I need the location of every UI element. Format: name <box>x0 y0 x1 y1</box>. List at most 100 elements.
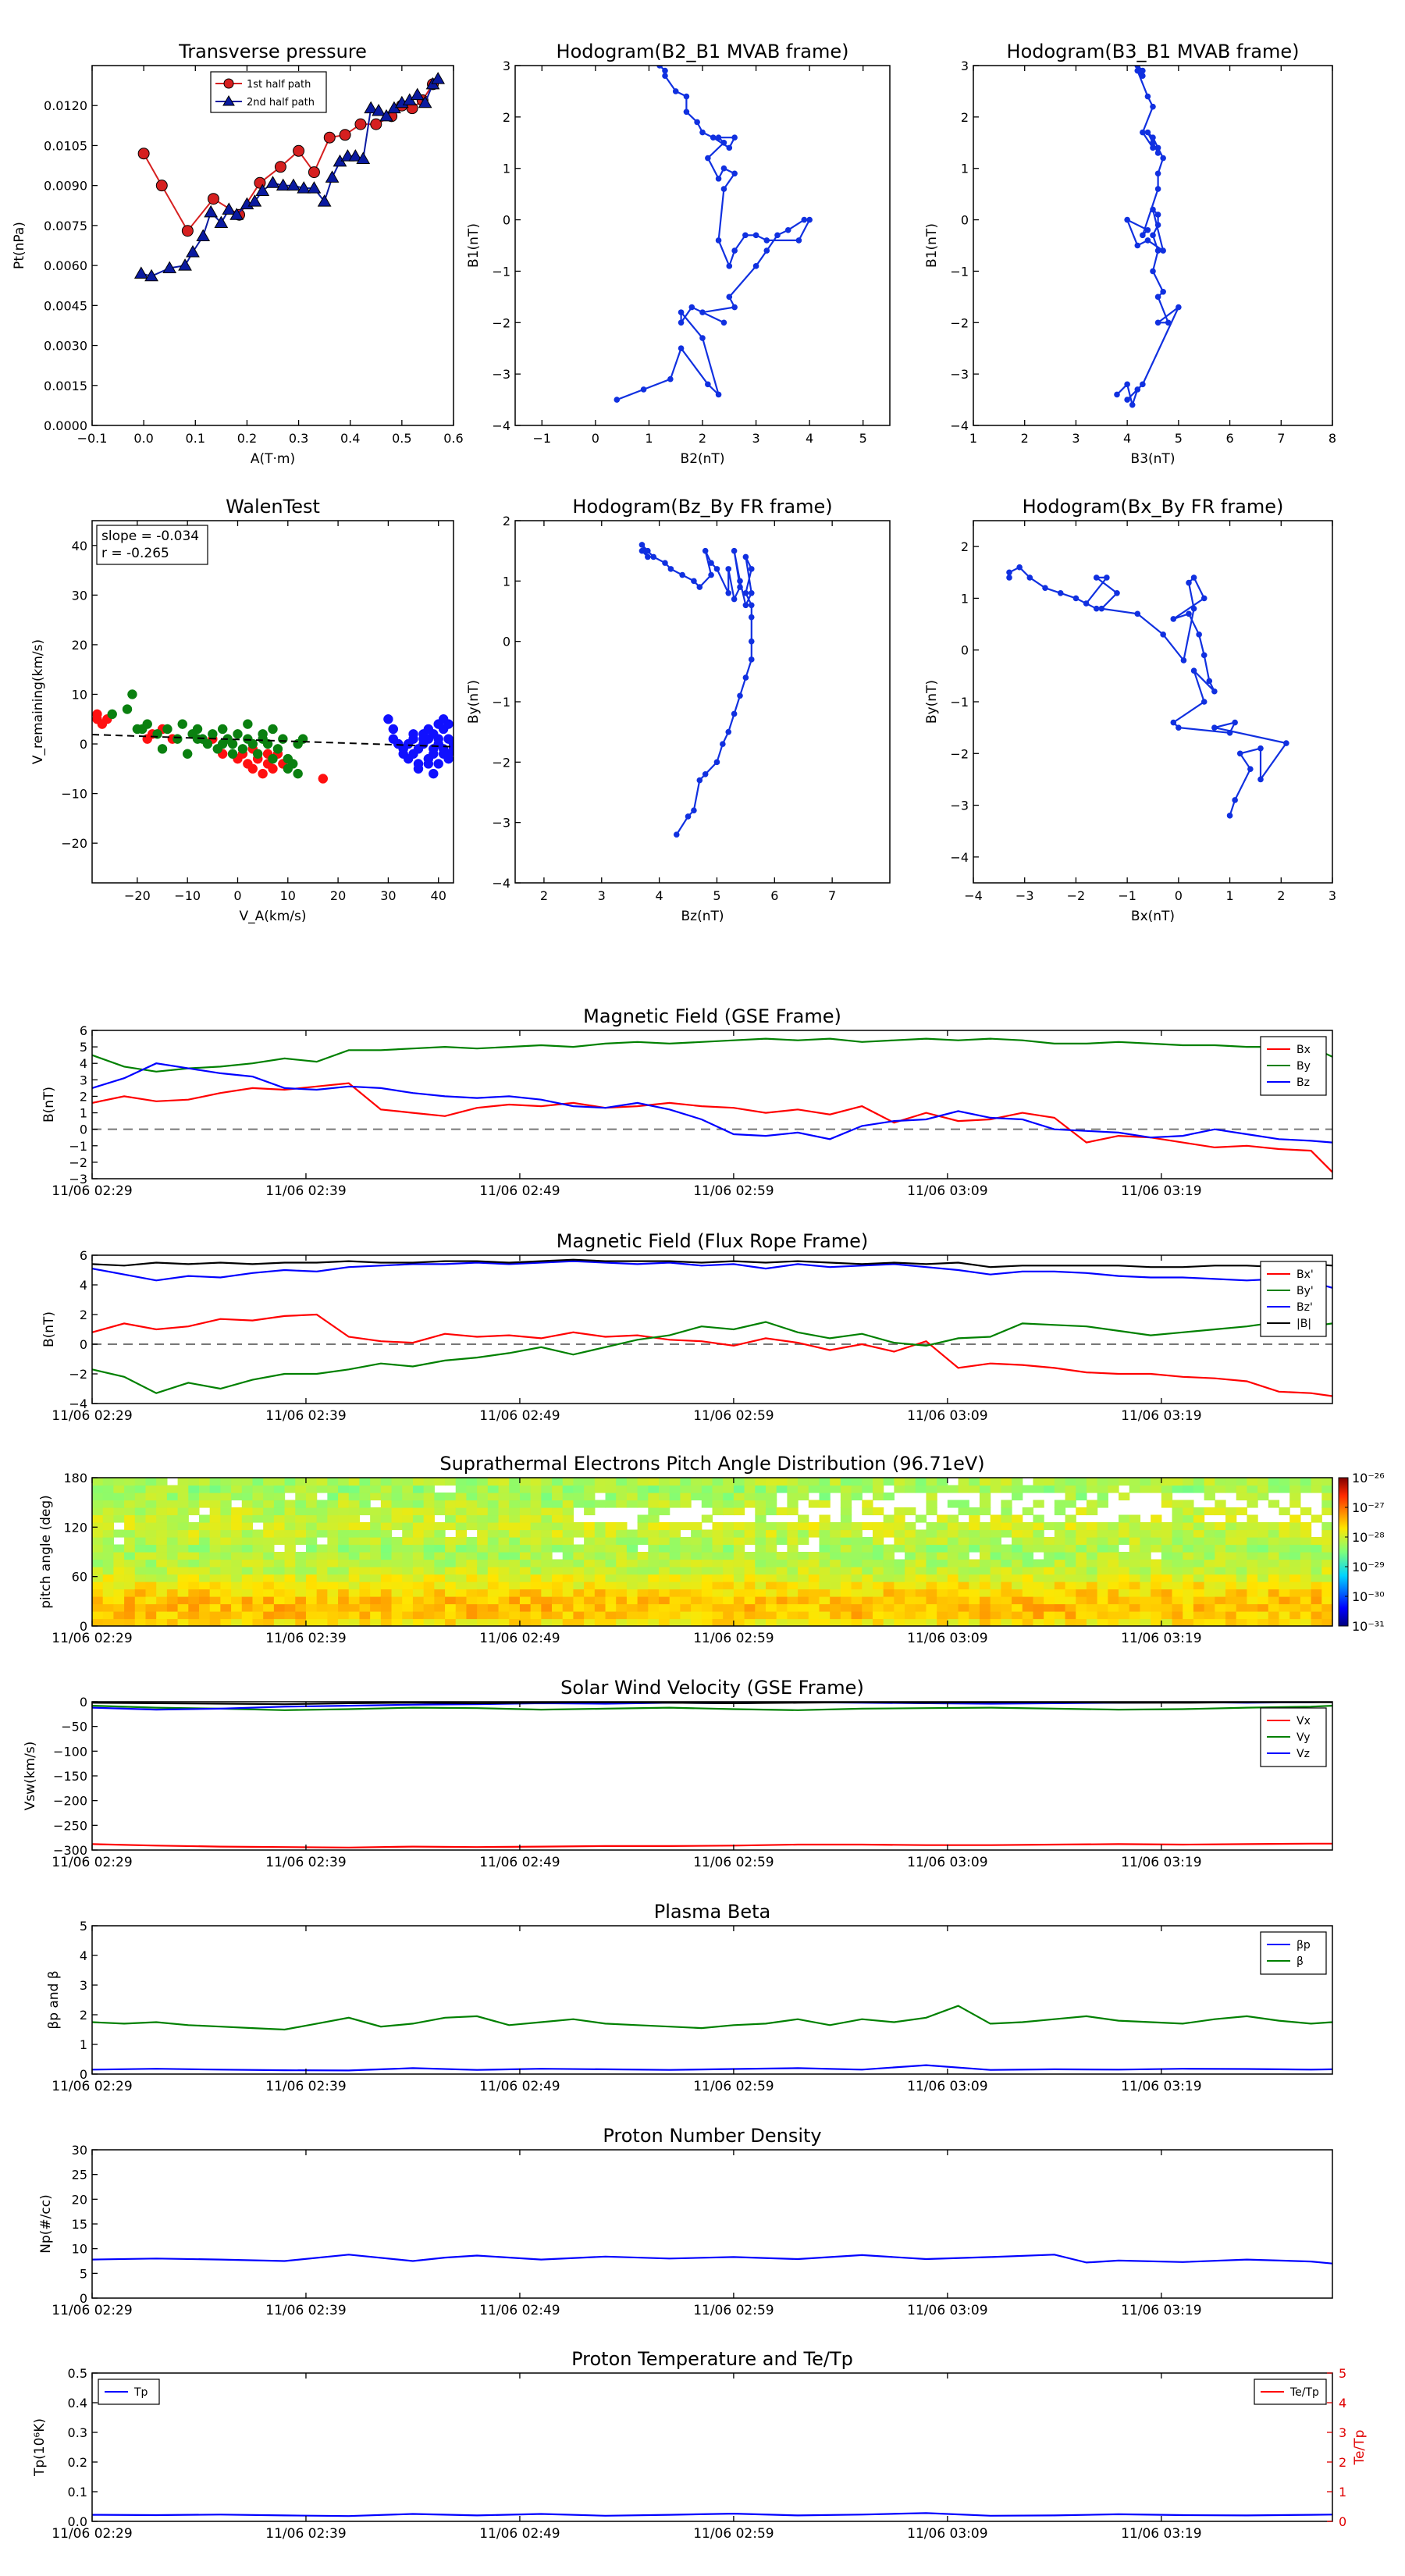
heatmap-cell <box>487 1544 500 1553</box>
heatmap-cell <box>723 1596 735 1605</box>
heatmap-cell <box>648 1537 660 1546</box>
heatmap-cell <box>498 1507 510 1516</box>
heatmap-cell <box>819 1582 831 1590</box>
heatmap-cell <box>1044 1537 1055 1546</box>
heatmap-cell <box>552 1500 564 1508</box>
heatmap-cell <box>1183 1559 1194 1567</box>
heatmap-cell <box>1172 1552 1183 1560</box>
heatmap-cell <box>338 1574 350 1582</box>
heatmap-cell <box>915 1552 927 1560</box>
heatmap-cell <box>188 1537 200 1546</box>
data-point-hodogram <box>1236 750 1243 757</box>
heatmap-cell <box>1012 1603 1023 1612</box>
heatmap-cell <box>605 1537 617 1546</box>
heatmap-cell <box>755 1485 767 1493</box>
legend-marker <box>223 78 234 89</box>
heatmap-cell <box>979 1574 991 1582</box>
heatmap-cell <box>391 1485 403 1493</box>
heatmap-cell <box>744 1552 756 1560</box>
heatmap-cell <box>1054 1500 1066 1508</box>
data-point-hodogram <box>713 759 720 766</box>
heatmap-cell <box>798 1618 809 1626</box>
heatmap-cell <box>669 1478 681 1486</box>
x-tick-label: 2 <box>699 431 706 446</box>
heatmap-cell <box>1225 1603 1237 1612</box>
heatmap-cell <box>487 1522 500 1531</box>
heatmap-cell <box>434 1567 446 1575</box>
y-tick-label: 3 <box>80 1073 87 1087</box>
heatmap-cell <box>969 1478 980 1486</box>
heatmap-cell <box>380 1529 393 1538</box>
heatmap-cell <box>209 1507 221 1516</box>
heatmap-cell <box>156 1537 168 1546</box>
heatmap-cell <box>840 1618 852 1626</box>
heatmap-cell <box>1257 1596 1269 1605</box>
heatmap-cell <box>798 1582 809 1590</box>
heatmap-cell <box>915 1603 927 1612</box>
heatmap-cell <box>466 1522 478 1531</box>
heatmap-cell <box>370 1618 382 1626</box>
data-point-green <box>132 724 143 735</box>
data-point-hodogram <box>1140 67 1146 74</box>
heatmap-cell <box>765 1589 777 1597</box>
data-point-hodogram <box>678 309 685 315</box>
heatmap-cell <box>1279 1589 1290 1597</box>
heatmap-cell <box>231 1559 243 1567</box>
heatmap-cell <box>701 1493 713 1501</box>
heatmap-cell <box>765 1567 777 1575</box>
heatmap-cell <box>1268 1485 1280 1493</box>
heatmap-cell <box>562 1559 574 1567</box>
heatmap-cell <box>541 1529 553 1538</box>
data-point-hodogram <box>683 109 690 116</box>
heatmap-cell <box>840 1544 852 1553</box>
data-point-hodogram <box>715 134 722 141</box>
heatmap-cell <box>177 1493 189 1501</box>
heatmap-cell <box>455 1514 468 1523</box>
heatmap-cell <box>156 1478 168 1486</box>
heatmap-cell <box>1044 1582 1055 1590</box>
y-axis-label: Np(#/cc) <box>38 2194 54 2253</box>
heatmap-cell <box>252 1603 264 1612</box>
heatmap-cell <box>1054 1574 1066 1582</box>
heatmap-cell <box>733 1552 745 1560</box>
data-point-green <box>173 734 183 744</box>
heatmap-cell <box>145 1514 157 1523</box>
heatmap-cell <box>477 1589 489 1597</box>
heatmap-cell <box>616 1582 628 1590</box>
x-tick-label: −1 <box>1118 888 1136 903</box>
heatmap-cell <box>1204 1485 1215 1493</box>
heatmap-cell <box>455 1493 468 1501</box>
heatmap-cell <box>776 1522 788 1531</box>
data-point-hodogram <box>748 614 755 621</box>
heatmap-cell <box>198 1574 211 1582</box>
heatmap-cell <box>659 1567 670 1575</box>
heatmap-cell <box>894 1596 905 1605</box>
y-tick-label: 0 <box>80 1695 87 1710</box>
heatmap-cell <box>1097 1567 1108 1575</box>
heatmap-cell <box>305 1485 318 1493</box>
heatmap-cell <box>113 1552 125 1560</box>
heatmap-cell <box>872 1596 884 1605</box>
heatmap-cell <box>605 1485 617 1493</box>
heatmap-cell <box>744 1567 756 1575</box>
heatmap-cell <box>530 1537 542 1546</box>
heatmap-cell <box>541 1596 553 1605</box>
heatmap-cell <box>573 1618 585 1626</box>
heatmap-cell <box>1086 1603 1098 1612</box>
heatmap-cell <box>1129 1589 1141 1597</box>
heatmap-cell <box>1129 1485 1141 1493</box>
heatmap-cell <box>209 1596 221 1605</box>
x-tick-label: 0 <box>233 888 241 903</box>
heatmap-cell <box>701 1582 713 1590</box>
heatmap-cell <box>798 1478 809 1486</box>
heatmap-cell <box>1108 1618 1119 1626</box>
heatmap-cell <box>113 1500 125 1508</box>
heatmap-cell <box>1001 1589 1012 1597</box>
heatmap-cell <box>1161 1493 1173 1501</box>
heatmap-cell <box>92 1544 104 1553</box>
heatmap-cell <box>830 1603 841 1612</box>
heatmap-cell <box>295 1478 307 1486</box>
heatmap-cell <box>605 1618 617 1626</box>
heatmap-cell <box>905 1611 916 1620</box>
